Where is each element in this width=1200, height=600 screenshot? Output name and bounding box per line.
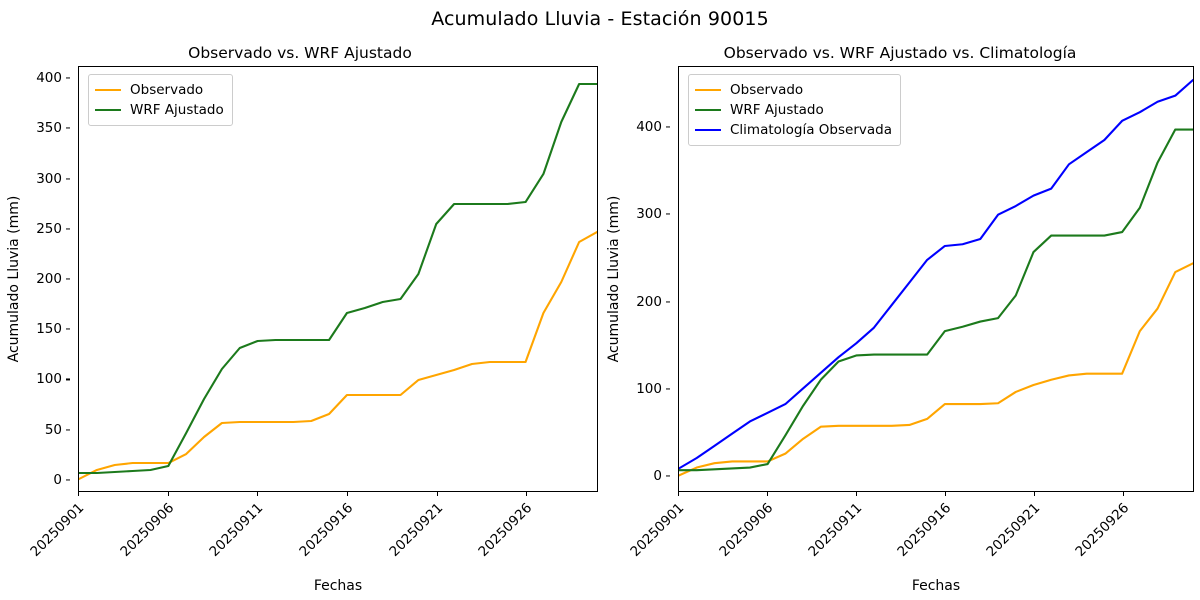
x-tick-mark [1033,492,1035,496]
y-tick-label: 100 [636,380,662,397]
legend-label: Observado [130,82,204,98]
x-tick-mark [526,492,528,496]
legend-color-swatch [695,128,721,132]
legend-left: Observado WRF Ajustado [88,74,233,126]
y-tick-label: 0 [53,471,62,488]
y-tick-mark [66,177,70,180]
x-tick-label: 20250916 [894,500,955,560]
x-tick-mark [78,492,80,496]
y-tick-mark [666,475,670,477]
figure-suptitle: Acumulado Lluvia - Estación 90015 [431,8,769,30]
y-tick-label: 50 [44,421,62,438]
y-tick-label: 100 [36,371,62,388]
x-axis-label-left: Fechas [313,578,363,594]
y-tick-mark [666,301,670,303]
x-tick-mark [944,492,946,496]
x-tick-label: 20250921 [386,500,446,560]
x-tick-mark [167,492,169,496]
subplot-right: Observado vs. WRF Ajustado vs. Climatolo… [600,44,1200,594]
series-line-wrf-ajustado [79,84,597,473]
x-tick-mark [436,492,438,496]
legend-item: Observado [95,80,224,100]
subplot-left: Observado vs. WRF Ajustado 0 50 100 150 200 2… [0,44,600,594]
legend-right: Observado WRF Ajustado Climatología Observ… [688,74,901,146]
y-tick-mark [666,388,670,390]
y-tick-label: 150 [36,321,62,338]
series-line-climatolog-a-observada [679,80,1193,468]
legend-item: Observado [695,80,892,100]
y-axis-left: 0 50 100 150 200 250 300 350 400 [24,66,70,492]
y-tick-mark [666,213,670,215]
series-line-observado [79,232,597,479]
legend-color-swatch [695,108,721,112]
legend-label: WRF Ajustado [730,102,824,118]
subplot-left-title: Observado vs. WRF Ajustado [188,44,412,62]
legend-color-swatch [695,88,721,92]
x-tick-label: 20250921 [983,500,1044,560]
y-tick-mark [66,378,70,381]
y-tick-mark [66,328,70,330]
y-tick-label: 200 [36,271,62,287]
y-tick-label: 0 [653,468,662,485]
y-tick-label: 300 [36,170,62,187]
x-tick-label: 20250911 [805,500,866,560]
x-tick-label: 20250916 [296,500,357,560]
y-tick-mark [66,479,70,481]
y-tick-label: 250 [36,220,62,237]
legend-label: WRF Ajustado [130,102,224,118]
x-tick-mark [1122,492,1124,496]
y-tick-label: 300 [636,206,662,223]
y-axis-label-left: Acumulado Lluvia (mm) [6,195,22,363]
legend-color-swatch [95,108,121,112]
x-tick-label: 20250911 [206,500,267,560]
y-tick-mark [66,77,70,79]
x-tick-label: 20250926 [475,500,536,560]
y-tick-mark [666,126,670,128]
lines-right [679,67,1193,491]
x-tick-mark [346,492,349,496]
y-axis-label-right: Acumulado Lluvia (mm) [606,195,622,363]
subplot-right-title: Observado vs. WRF Ajustado vs. Climatolo… [723,44,1077,62]
y-tick-label: 400 [636,119,662,136]
legend-label: Observado [730,82,804,98]
legend-item: Climatología Observada [695,120,892,140]
lines-left [79,67,597,491]
x-tick-label: 20250906 [117,500,177,560]
x-tick-mark [766,492,769,496]
y-tick-label: 200 [636,293,662,310]
y-tick-mark [66,278,70,280]
series-line-wrf-ajustado [679,130,1193,471]
y-tick-label: 350 [36,120,62,137]
x-tick-label: 20250901 [627,500,688,560]
y-tick-mark [66,228,70,230]
x-axis-label-right: Fechas [911,578,961,594]
y-axis-right: 0 100 200 300 400 [624,66,670,492]
legend-label: Climatología Observada [730,122,892,138]
x-tick-mark [257,492,259,496]
legend-color-swatch [95,88,121,92]
x-tick-label: 20250926 [1072,500,1133,560]
x-tick-label: 20250906 [716,500,777,560]
y-tick-mark [66,127,70,129]
x-tick-mark [678,492,680,496]
x-tick-mark [855,492,858,496]
x-tick-label: 20250901 [27,500,88,560]
y-tick-mark [66,429,70,431]
y-tick-label: 400 [36,70,62,87]
plot-area-left [78,66,598,492]
legend-item: WRF Ajustado [695,100,892,120]
legend-item: WRF Ajustado [95,100,224,120]
series-line-observado [679,263,1193,475]
